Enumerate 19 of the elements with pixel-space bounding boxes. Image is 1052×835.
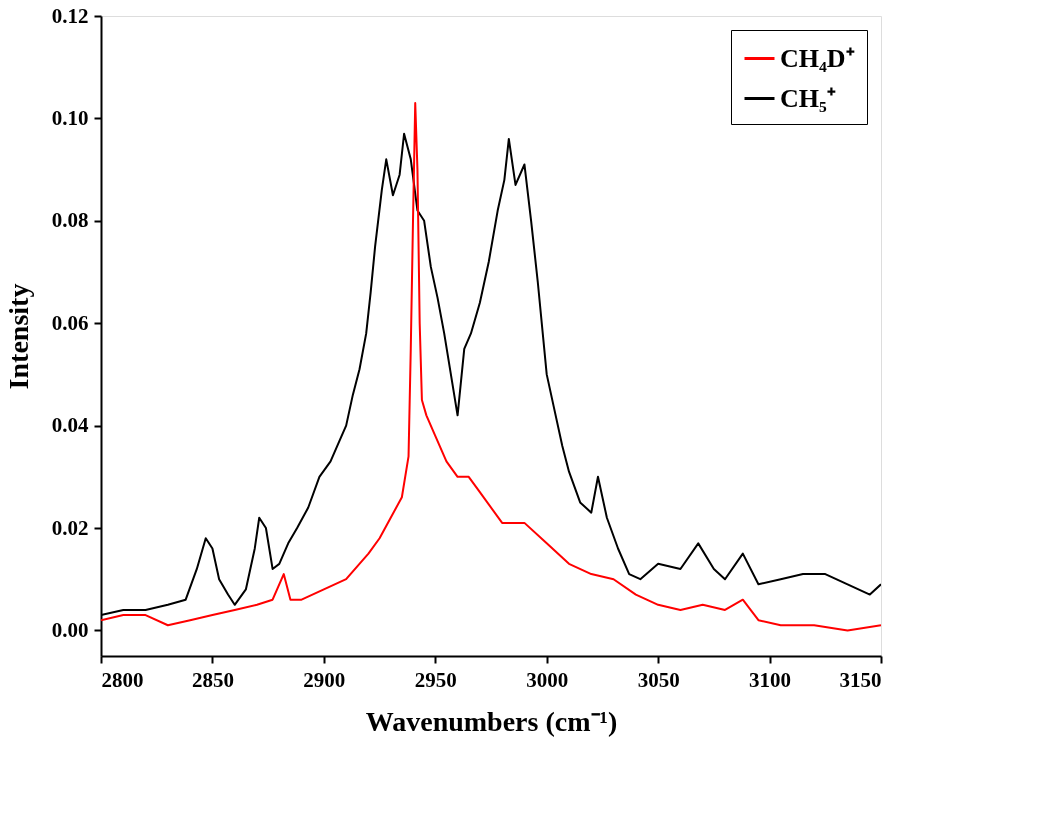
- y-tick-label: 0.00: [51, 617, 89, 642]
- x-tick-label: 2900: [303, 667, 346, 692]
- x-tick-label: 2950: [414, 667, 457, 692]
- legend-label: CH₄D⁺: [780, 43, 855, 73]
- x-tick-label: 3050: [637, 667, 680, 692]
- x-tick-label: 2800: [101, 667, 144, 692]
- x-tick-label: 2850: [191, 667, 234, 692]
- x-tick-label: 3000: [526, 667, 569, 692]
- x-tick-label: 3150: [839, 667, 882, 692]
- y-tick-label: 0.12: [51, 3, 89, 28]
- y-tick-label: 0.04: [51, 413, 89, 438]
- x-axis-title: Wavenumbers (cm⁻¹): [365, 705, 618, 737]
- y-axis-title: Intensity: [2, 283, 34, 390]
- legend-label: CH₅⁺: [780, 83, 836, 113]
- y-tick-label: 0.08: [51, 208, 89, 233]
- y-tick-label: 0.06: [51, 310, 89, 335]
- y-tick-label: 0.02: [51, 515, 89, 540]
- x-tick-label: 3100: [749, 667, 792, 692]
- y-tick-label: 0.10: [51, 105, 89, 130]
